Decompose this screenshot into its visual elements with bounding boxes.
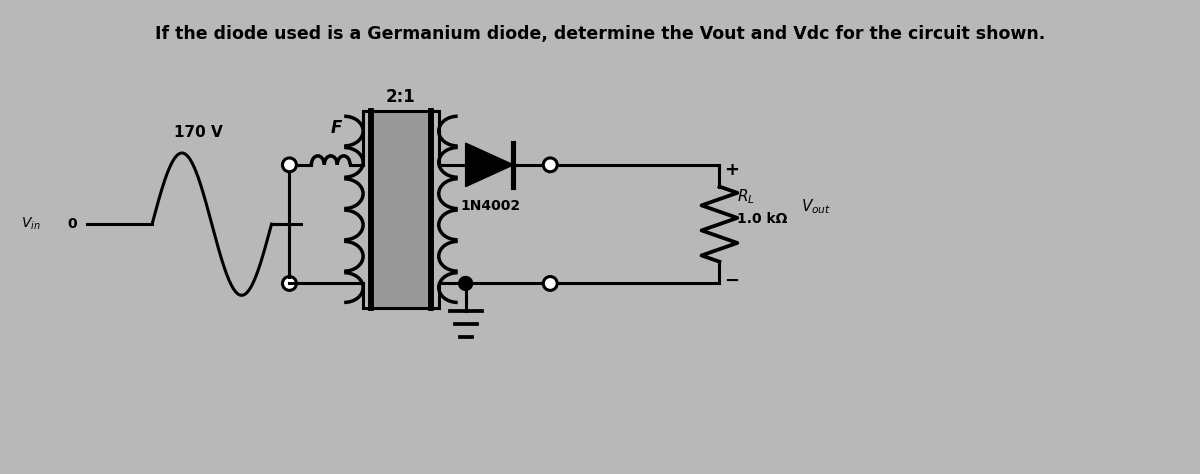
Text: 1.0 kΩ: 1.0 kΩ	[737, 212, 787, 226]
Circle shape	[282, 158, 296, 172]
Text: $R_L$: $R_L$	[737, 187, 755, 206]
Text: +: +	[724, 161, 739, 179]
Text: 170 V: 170 V	[174, 125, 223, 140]
Text: $V_{out}$: $V_{out}$	[802, 197, 832, 216]
Circle shape	[544, 276, 557, 291]
Circle shape	[458, 276, 473, 291]
Text: 1N4002: 1N4002	[461, 200, 521, 213]
Circle shape	[544, 158, 557, 172]
Text: −: −	[724, 272, 739, 290]
Bar	[370, 110, 433, 308]
Circle shape	[282, 276, 296, 291]
Polygon shape	[466, 143, 514, 187]
Text: 2:1: 2:1	[386, 88, 416, 106]
Text: 0: 0	[67, 217, 77, 231]
Text: If the diode used is a Germanium diode, determine the Vout and Vdc for the circu: If the diode used is a Germanium diode, …	[155, 26, 1045, 44]
Text: $V_{in}$: $V_{in}$	[20, 216, 41, 232]
Text: F: F	[330, 119, 342, 137]
